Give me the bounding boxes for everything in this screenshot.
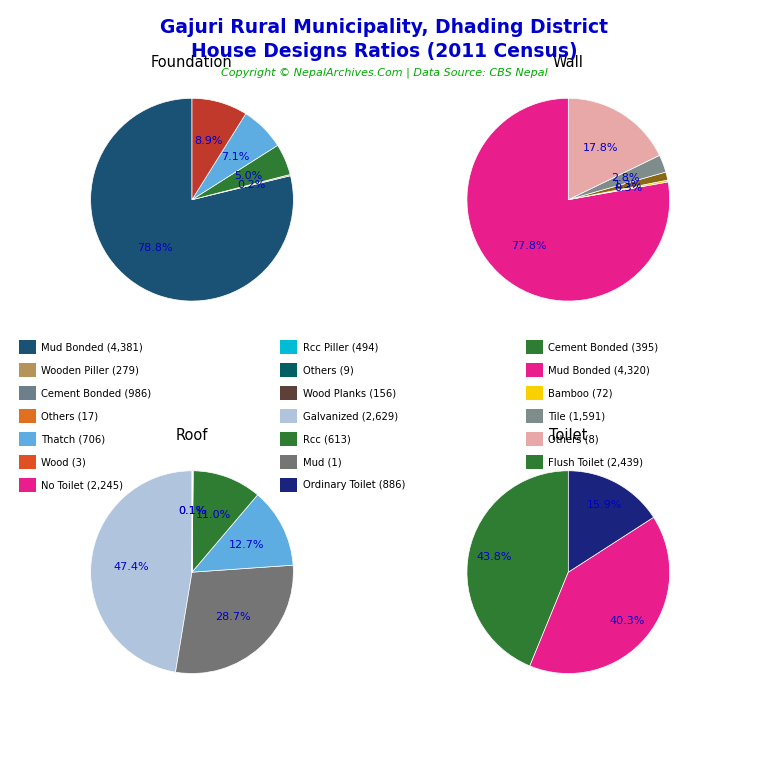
Wedge shape	[568, 155, 666, 200]
Wedge shape	[192, 495, 293, 572]
Text: 12.7%: 12.7%	[229, 540, 264, 550]
Text: Gajuri Rural Municipality, Dhading District: Gajuri Rural Municipality, Dhading Distr…	[160, 18, 608, 37]
Text: 0.3%: 0.3%	[614, 184, 642, 194]
Wedge shape	[568, 98, 660, 200]
Wedge shape	[192, 471, 257, 572]
Text: 1.3%: 1.3%	[614, 180, 641, 190]
Text: 0.2%: 0.2%	[237, 180, 265, 190]
Text: 77.8%: 77.8%	[511, 241, 547, 251]
Text: 15.9%: 15.9%	[587, 501, 622, 511]
Text: 28.7%: 28.7%	[215, 612, 250, 622]
Text: Flush Toilet (2,439): Flush Toilet (2,439)	[548, 457, 644, 468]
Wedge shape	[530, 518, 670, 674]
Text: 8.9%: 8.9%	[194, 136, 223, 146]
Text: 47.4%: 47.4%	[114, 562, 149, 572]
Title: Foundation: Foundation	[151, 55, 233, 71]
Text: Galvanized (2,629): Galvanized (2,629)	[303, 411, 398, 422]
Text: Tile (1,591): Tile (1,591)	[548, 411, 605, 422]
Text: Cement Bonded (395): Cement Bonded (395)	[548, 342, 658, 353]
Text: 0.1%: 0.1%	[178, 506, 207, 516]
Wedge shape	[91, 471, 192, 672]
Text: 11.0%: 11.0%	[196, 510, 231, 520]
Title: Roof: Roof	[176, 428, 208, 443]
Text: Wood Planks (156): Wood Planks (156)	[303, 388, 396, 399]
Text: 0.1%: 0.1%	[178, 506, 207, 516]
Text: Wooden Piller (279): Wooden Piller (279)	[41, 365, 139, 376]
Text: No Toilet (2,245): No Toilet (2,245)	[41, 480, 124, 491]
Text: Ordinary Toilet (886): Ordinary Toilet (886)	[303, 480, 405, 491]
Title: Toilet: Toilet	[549, 428, 588, 443]
Text: Bamboo (72): Bamboo (72)	[548, 388, 613, 399]
Text: Others (9): Others (9)	[303, 365, 353, 376]
Text: Others (17): Others (17)	[41, 411, 98, 422]
Text: Mud (1): Mud (1)	[303, 457, 341, 468]
Text: House Designs Ratios (2011 Census): House Designs Ratios (2011 Census)	[190, 42, 578, 61]
Wedge shape	[176, 565, 293, 674]
Text: Cement Bonded (986): Cement Bonded (986)	[41, 388, 151, 399]
Text: 40.3%: 40.3%	[609, 616, 644, 626]
Wedge shape	[192, 145, 290, 200]
Text: 5.0%: 5.0%	[233, 170, 262, 180]
Wedge shape	[568, 172, 668, 200]
Text: Wood (3): Wood (3)	[41, 457, 86, 468]
Text: Thatch (706): Thatch (706)	[41, 434, 105, 445]
Text: 2.8%: 2.8%	[611, 173, 640, 183]
Wedge shape	[192, 174, 290, 200]
Text: Mud Bonded (4,381): Mud Bonded (4,381)	[41, 342, 143, 353]
Wedge shape	[568, 471, 654, 572]
Text: Copyright © NepalArchives.Com | Data Source: CBS Nepal: Copyright © NepalArchives.Com | Data Sou…	[220, 68, 548, 78]
Text: 43.8%: 43.8%	[476, 552, 511, 562]
Text: Mud Bonded (4,320): Mud Bonded (4,320)	[548, 365, 650, 376]
Wedge shape	[192, 98, 246, 200]
Wedge shape	[192, 471, 194, 572]
Text: Others (8): Others (8)	[548, 434, 599, 445]
Text: 78.8%: 78.8%	[137, 243, 172, 253]
Wedge shape	[91, 98, 293, 301]
Wedge shape	[568, 180, 668, 200]
Text: 17.8%: 17.8%	[583, 143, 618, 153]
Wedge shape	[467, 471, 568, 666]
Text: 7.1%: 7.1%	[220, 151, 249, 161]
Text: Rcc Piller (494): Rcc Piller (494)	[303, 342, 378, 353]
Wedge shape	[467, 98, 670, 301]
Text: Rcc (613): Rcc (613)	[303, 434, 350, 445]
Wedge shape	[192, 114, 277, 200]
Title: Wall: Wall	[553, 55, 584, 71]
